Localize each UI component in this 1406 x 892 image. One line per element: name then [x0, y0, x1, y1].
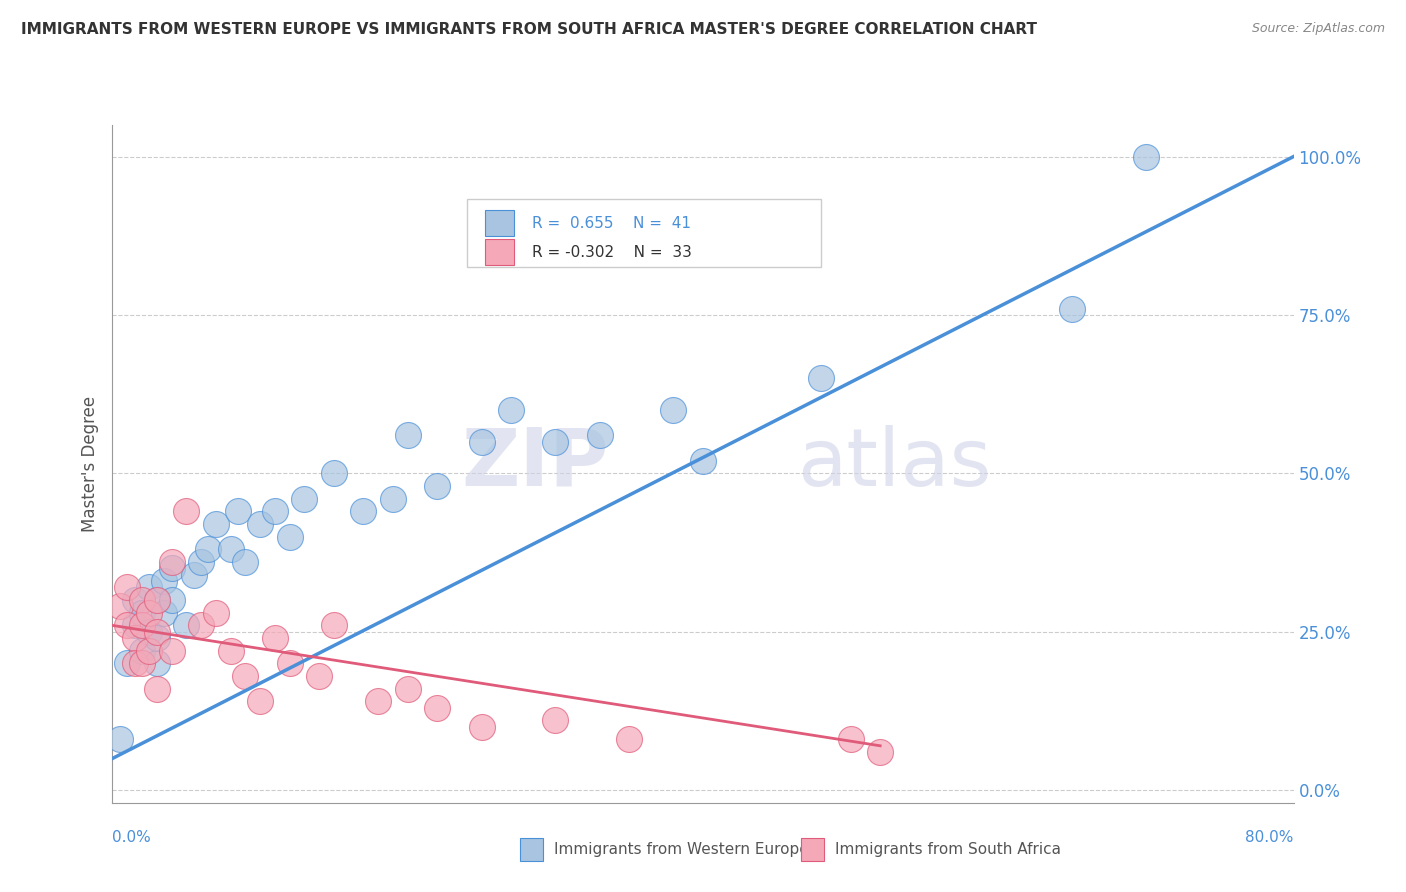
Point [153, 606, 176, 620]
Bar [485, 239, 515, 265]
Point [233, 555, 256, 569]
Point [174, 504, 197, 518]
Point [174, 618, 197, 632]
Point [117, 581, 138, 595]
Point [501, 403, 523, 417]
Point [131, 593, 153, 607]
Point [197, 542, 219, 557]
Point [323, 467, 346, 481]
Point [470, 720, 494, 734]
Point [292, 491, 315, 506]
Point [544, 714, 567, 728]
Point [249, 516, 271, 531]
Point [138, 606, 160, 620]
Point [146, 657, 169, 671]
Point [146, 624, 169, 639]
Point [117, 657, 138, 671]
Point [692, 453, 714, 467]
Point [124, 593, 146, 607]
Point [131, 618, 153, 632]
Text: atlas: atlas [797, 425, 991, 503]
Point [367, 694, 389, 708]
Point [183, 567, 205, 582]
Point [278, 530, 301, 544]
Point [619, 732, 641, 747]
Point [117, 618, 138, 632]
Point [396, 681, 419, 696]
Y-axis label: Master's Degree: Master's Degree [80, 396, 98, 532]
Text: IMMIGRANTS FROM WESTERN EUROPE VS IMMIGRANTS FROM SOUTH AFRICA MASTER'S DEGREE C: IMMIGRANTS FROM WESTERN EUROPE VS IMMIGR… [21, 22, 1038, 37]
Point [108, 599, 131, 614]
Point [1062, 301, 1084, 316]
Point [264, 504, 287, 518]
Point [138, 644, 160, 658]
Point [160, 561, 183, 575]
Text: Immigrants from Western Europe: Immigrants from Western Europe [554, 842, 808, 857]
Point [160, 593, 183, 607]
Point [160, 644, 183, 658]
Point [323, 618, 346, 632]
Point [264, 631, 287, 645]
Point [352, 504, 374, 518]
Text: Immigrants from South Africa: Immigrants from South Africa [835, 842, 1062, 857]
Point [190, 555, 212, 569]
Point [146, 681, 169, 696]
Point [396, 428, 419, 442]
Point [108, 732, 131, 747]
Point [205, 516, 228, 531]
Text: 0.0%: 0.0% [112, 830, 152, 845]
Point [810, 371, 832, 385]
Point [1135, 150, 1157, 164]
Point [662, 403, 685, 417]
Point [588, 428, 610, 442]
Point [131, 606, 153, 620]
Point [124, 657, 146, 671]
Point [426, 479, 449, 493]
Point [869, 745, 891, 759]
Point [470, 434, 494, 449]
Point [160, 555, 183, 569]
Point [308, 669, 330, 683]
Point [382, 491, 405, 506]
FancyBboxPatch shape [467, 200, 821, 268]
Point [146, 593, 169, 607]
Point [138, 581, 160, 595]
Point [233, 669, 256, 683]
Text: ZIP: ZIP [461, 425, 609, 503]
Point [249, 694, 271, 708]
Point [278, 657, 301, 671]
Point [138, 624, 160, 639]
Point [190, 618, 212, 632]
Point [426, 700, 449, 714]
Point [205, 606, 228, 620]
Text: 80.0%: 80.0% [1246, 830, 1294, 845]
Point [839, 732, 862, 747]
Point [544, 434, 567, 449]
Text: R =  0.655    N =  41: R = 0.655 N = 41 [531, 216, 690, 231]
Bar [485, 211, 515, 236]
Point [131, 657, 153, 671]
Text: R = -0.302    N =  33: R = -0.302 N = 33 [531, 244, 692, 260]
Point [153, 574, 176, 588]
Point [146, 593, 169, 607]
Point [226, 504, 249, 518]
Point [124, 631, 146, 645]
Point [219, 644, 242, 658]
Point [146, 631, 169, 645]
Point [131, 644, 153, 658]
Point [219, 542, 242, 557]
Text: Source: ZipAtlas.com: Source: ZipAtlas.com [1251, 22, 1385, 36]
Point [124, 618, 146, 632]
